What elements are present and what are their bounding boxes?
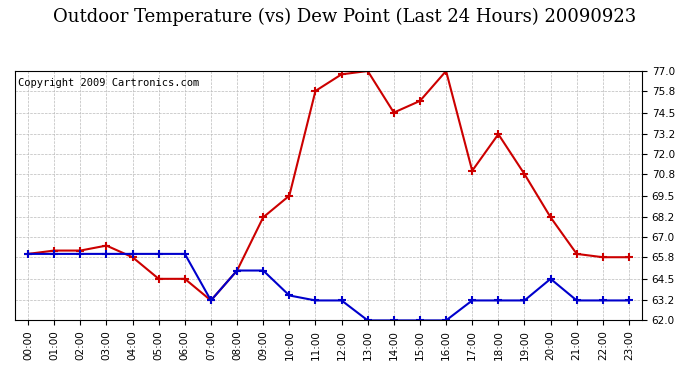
- Text: Copyright 2009 Cartronics.com: Copyright 2009 Cartronics.com: [18, 78, 199, 88]
- Text: Outdoor Temperature (vs) Dew Point (Last 24 Hours) 20090923: Outdoor Temperature (vs) Dew Point (Last…: [53, 8, 637, 26]
